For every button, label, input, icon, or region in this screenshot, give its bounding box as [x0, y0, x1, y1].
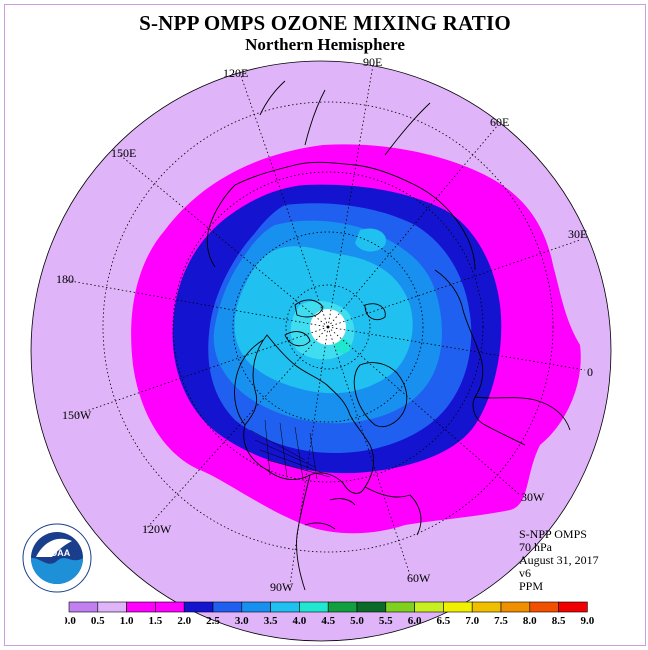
lon-label-150w: 150W	[62, 408, 92, 422]
lon-label-180: 180	[56, 272, 74, 286]
info-instrument: S-NPP OMPS	[519, 527, 587, 541]
lon-label-150e: 150E	[111, 146, 136, 160]
map-figure: S-NPP OMPS OZONE MIXING RATIO Northern H…	[4, 4, 646, 646]
colorbar-box	[327, 601, 358, 613]
polar-map: 90E 60E 30E 0 30W 60W 90W 120W 150W 180 …	[30, 55, 612, 642]
lon-label-90w: 90W	[270, 580, 294, 594]
lon-label-60w: 60W	[407, 571, 431, 585]
coastlines	[206, 80, 571, 591]
map-subtitle: Northern Hemisphere	[245, 35, 405, 54]
map-title: S-NPP OMPS OZONE MIXING RATIO	[139, 11, 511, 35]
colorbar-tick-label: 3.0	[235, 615, 249, 627]
lon-label-90e: 90E	[363, 55, 382, 69]
colorbar-box	[155, 601, 185, 613]
colorbar-tick-label: 2.0	[177, 615, 191, 627]
colorbar-box	[385, 601, 415, 613]
info-date: August 31, 2017	[519, 553, 599, 567]
colorbar-tick-label: 4.5	[321, 615, 335, 627]
colorbar-tick-label: 6.0	[408, 615, 422, 627]
logo-text: NOAA	[44, 548, 71, 558]
level-3-5-core	[334, 338, 351, 354]
colorbar-box	[443, 601, 473, 613]
noaa-logo: NOAA	[22, 523, 92, 593]
lon-label-120e: 120E	[223, 66, 248, 80]
colorbar-tick-label: 8.5	[552, 615, 566, 627]
ozone-field	[31, 61, 611, 641]
lon-label-60e: 60E	[490, 115, 509, 129]
colorbar-box	[183, 601, 214, 613]
colorbar-tick-label: 1.5	[149, 615, 163, 627]
colorbar-box	[471, 601, 502, 613]
colorbar-box	[126, 601, 156, 613]
colorbar-tick-label: 2.5	[206, 615, 220, 627]
info-units: PPM	[519, 579, 544, 593]
colorbar-box	[299, 601, 329, 613]
colorbar-tick-label: 0.0	[65, 615, 76, 627]
graticule	[64, 64, 586, 586]
colorbar-box	[558, 601, 588, 613]
state-boundaries	[249, 419, 331, 480]
colorbar-tick-label: 7.5	[494, 615, 508, 627]
colorbar-tick-label: 5.0	[350, 615, 364, 627]
colorbar-boxes	[68, 601, 588, 613]
colorbar-box	[414, 601, 444, 613]
lon-label-30e: 30E	[568, 227, 587, 241]
colorbar: 0.0 0.5 1.0 1.5 2.0 2.5 3.0 3.5 4.0 4.5 5.0 5.5 6.0 6…	[65, 601, 595, 627]
colorbar-box	[68, 601, 99, 613]
colorbar-box	[241, 601, 271, 613]
colorbar-tick-label: 7.0	[465, 615, 479, 627]
colorbar-box	[529, 601, 559, 613]
colorbar-box	[500, 601, 531, 613]
info-block: S-NPP OMPS 70 hPa August 31, 2017 v6 PPM	[519, 528, 599, 593]
map-border	[30, 60, 612, 642]
colorbar-tick-label: 6.5	[437, 615, 451, 627]
colorbar-tick-label: 8.0	[523, 615, 537, 627]
lon-label-0: 0	[587, 365, 593, 379]
info-version: v6	[519, 566, 531, 580]
colorbar-tick-label: 3.5	[264, 615, 278, 627]
colorbar-tick-label: 1.0	[120, 615, 134, 627]
colorbar-ticks: 0.0 0.5 1.0 1.5 2.0 2.5 3.0 3.5 4.0 4.5 5.0 5.5 6.0 6…	[65, 615, 595, 627]
lon-label-120w: 120W	[142, 522, 172, 536]
colorbar-box	[356, 601, 387, 613]
lon-label-30w: 30W	[521, 490, 545, 504]
colorbar-box	[97, 601, 127, 613]
colorbar-tick-label: 4.0	[293, 615, 307, 627]
colorbar-box	[212, 601, 243, 613]
colorbar-tick-label: 9.0	[581, 615, 595, 627]
colorbar-box	[270, 601, 300, 613]
colorbar-tick-label: 5.5	[379, 615, 393, 627]
info-level: 70 hPa	[519, 540, 552, 554]
colorbar-tick-label: 0.5	[91, 615, 105, 627]
level-3-0-patch	[355, 228, 386, 252]
